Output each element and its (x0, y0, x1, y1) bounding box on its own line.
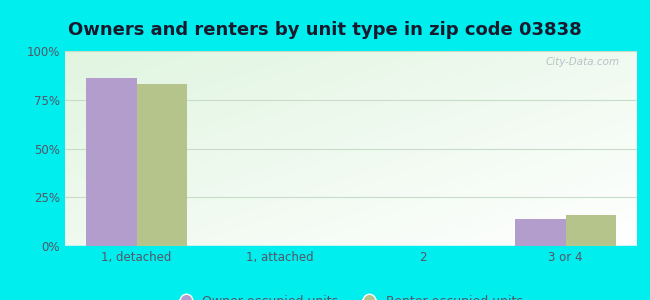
Text: Owners and renters by unit type in zip code 03838: Owners and renters by unit type in zip c… (68, 21, 582, 39)
Bar (136, 84, 187, 246)
Text: City-Data.com: City-Data.com (546, 57, 620, 67)
Bar (86, 78, 136, 246)
Legend: Owner occupied units, Renter occupied units: Owner occupied units, Renter occupied un… (179, 295, 523, 300)
Bar (515, 219, 566, 246)
Bar (566, 215, 616, 246)
